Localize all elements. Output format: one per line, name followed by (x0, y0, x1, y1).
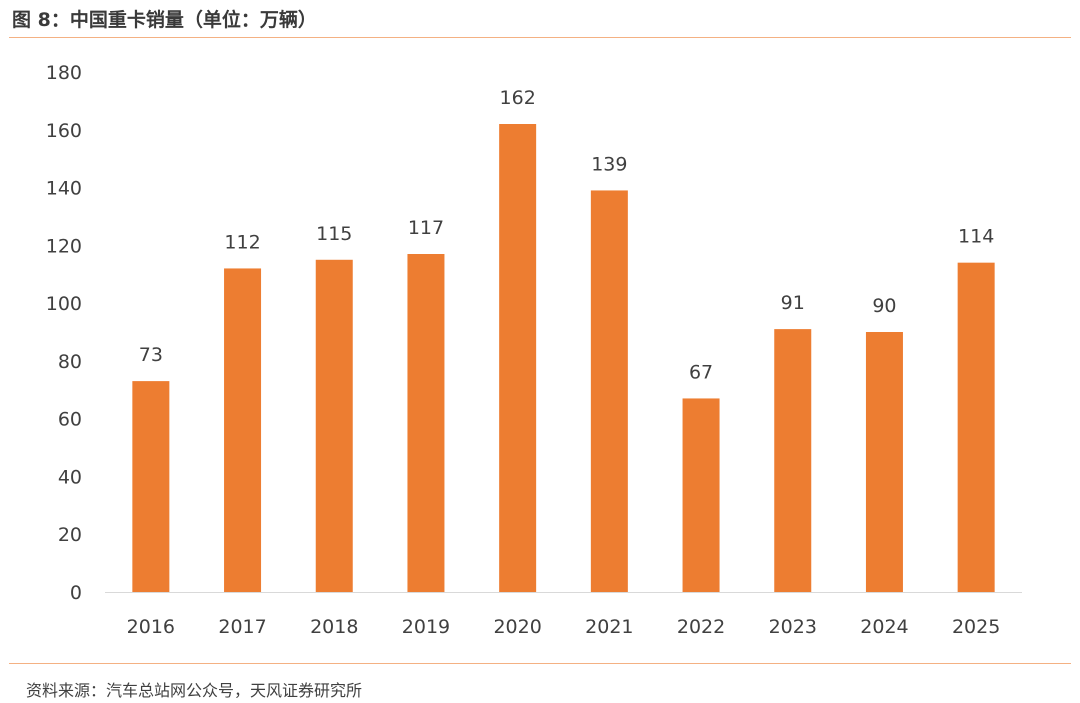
bar-2018 (315, 259, 353, 592)
data-label: 117 (408, 217, 444, 239)
chart-title: 图 8：中国重卡销量（单位：万辆） (12, 9, 317, 31)
title-divider (9, 37, 1071, 38)
data-label: 90 (872, 295, 896, 317)
bar-2016 (132, 381, 170, 592)
source-divider (9, 663, 1071, 664)
y-tick-label: 100 (46, 293, 82, 315)
y-tick-label: 0 (70, 582, 82, 604)
data-label: 112 (224, 231, 260, 253)
bar-2025 (957, 262, 995, 592)
data-label: 91 (781, 292, 805, 314)
data-label: 139 (591, 153, 627, 175)
x-tick-label: 2025 (952, 616, 1000, 638)
bar-2017 (224, 268, 262, 592)
x-tick-label: 2018 (310, 616, 358, 638)
bar-2020 (499, 124, 537, 592)
source-note: 资料来源：汽车总站网公众号，天风证券研究所 (26, 681, 363, 700)
bar-2019 (407, 254, 445, 592)
bar-2022 (682, 398, 720, 592)
bar-2023 (774, 329, 812, 592)
x-tick-label: 2019 (402, 616, 450, 638)
data-label: 73 (139, 344, 163, 366)
y-tick-label: 60 (58, 409, 82, 431)
y-tick-label: 20 (58, 524, 82, 546)
data-label: 114 (958, 226, 994, 248)
y-tick-label: 120 (46, 235, 82, 257)
x-tick-label: 2021 (585, 616, 633, 638)
x-tick-label: 2017 (218, 616, 266, 638)
data-label: 67 (689, 361, 713, 383)
y-tick-label: 160 (46, 120, 82, 142)
y-tick-label: 80 (58, 351, 82, 373)
y-tick-label: 140 (46, 178, 82, 200)
bar-2021 (590, 190, 628, 592)
x-tick-label: 2020 (493, 616, 541, 638)
x-tick-label: 2022 (677, 616, 725, 638)
data-label: 162 (500, 87, 536, 109)
x-tick-label: 2023 (769, 616, 817, 638)
y-tick-label: 40 (58, 466, 82, 488)
x-tick-label: 2024 (860, 616, 908, 638)
y-tick-label: 180 (46, 62, 82, 84)
bar-2024 (865, 332, 903, 592)
x-tick-label: 2016 (127, 616, 175, 638)
data-label: 115 (316, 223, 352, 245)
